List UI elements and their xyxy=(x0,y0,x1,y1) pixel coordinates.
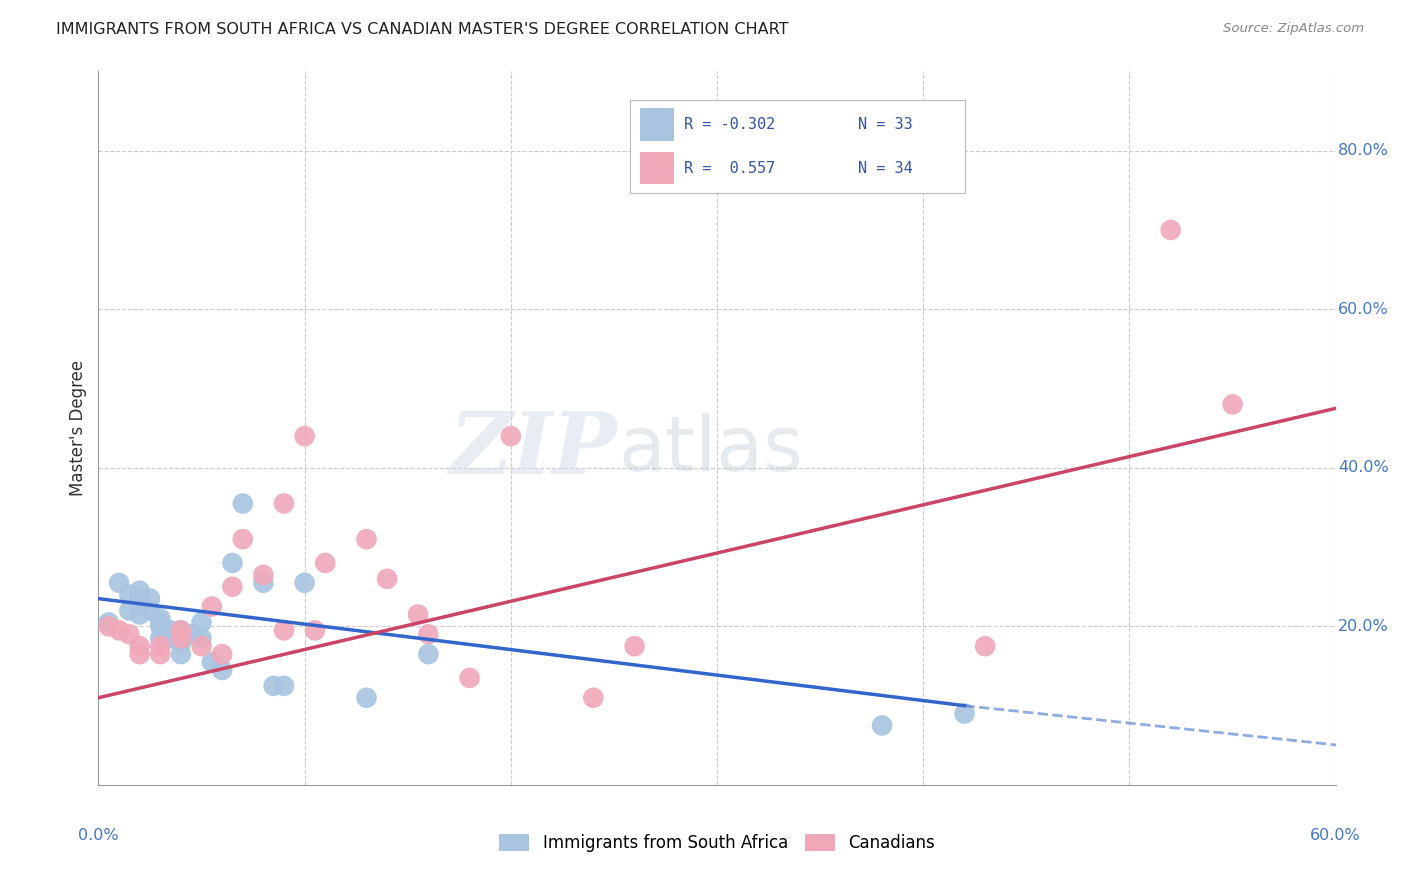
Point xyxy=(304,624,326,638)
Bar xyxy=(641,108,673,141)
Point xyxy=(232,532,254,546)
Point xyxy=(314,556,336,570)
Bar xyxy=(641,152,673,185)
Point xyxy=(118,627,141,641)
Point xyxy=(190,615,212,630)
Point xyxy=(128,607,150,622)
Point xyxy=(211,647,233,661)
Text: ZIP: ZIP xyxy=(450,408,619,491)
Text: Source: ZipAtlas.com: Source: ZipAtlas.com xyxy=(1223,22,1364,36)
Text: 60.0%: 60.0% xyxy=(1310,828,1361,843)
Point xyxy=(294,575,316,590)
Point xyxy=(252,567,274,582)
Point xyxy=(139,603,162,617)
Point xyxy=(170,624,193,638)
Point xyxy=(139,591,162,606)
Point xyxy=(149,647,172,661)
Point xyxy=(418,627,440,641)
Point xyxy=(149,619,172,633)
Point xyxy=(201,655,224,669)
Point xyxy=(356,532,378,546)
Point xyxy=(263,679,285,693)
Point xyxy=(458,671,481,685)
Point xyxy=(149,639,172,653)
Point xyxy=(232,496,254,510)
Point xyxy=(190,639,212,653)
Point xyxy=(375,572,398,586)
Text: R =  0.557: R = 0.557 xyxy=(683,161,775,176)
Point xyxy=(221,556,243,570)
Text: N = 33: N = 33 xyxy=(858,117,912,132)
Point xyxy=(211,663,233,677)
Point xyxy=(273,496,295,510)
Point xyxy=(97,619,120,633)
Point xyxy=(418,647,440,661)
Point xyxy=(128,591,150,606)
Point xyxy=(128,583,150,598)
Point xyxy=(128,639,150,653)
Point xyxy=(149,611,172,625)
Point xyxy=(159,632,181,646)
Point xyxy=(499,429,522,443)
Point xyxy=(953,706,976,721)
Point xyxy=(406,607,429,622)
Text: 40.0%: 40.0% xyxy=(1339,460,1389,475)
Point xyxy=(273,624,295,638)
Text: 0.0%: 0.0% xyxy=(79,828,118,843)
Text: atlas: atlas xyxy=(619,413,803,486)
Point xyxy=(974,639,997,653)
Point xyxy=(582,690,605,705)
Point xyxy=(149,615,172,630)
Text: 60.0%: 60.0% xyxy=(1339,301,1389,317)
Legend: Immigrants from South Africa, Canadians: Immigrants from South Africa, Canadians xyxy=(492,827,942,859)
Point xyxy=(108,624,131,638)
Point xyxy=(170,632,193,646)
Point xyxy=(97,615,120,630)
Text: N = 34: N = 34 xyxy=(858,161,912,176)
Text: IMMIGRANTS FROM SOUTH AFRICA VS CANADIAN MASTER'S DEGREE CORRELATION CHART: IMMIGRANTS FROM SOUTH AFRICA VS CANADIAN… xyxy=(56,22,789,37)
Point xyxy=(356,690,378,705)
Point xyxy=(159,624,181,638)
Point xyxy=(170,647,193,661)
Point xyxy=(128,647,150,661)
Point xyxy=(623,639,645,653)
Text: 20.0%: 20.0% xyxy=(1339,619,1389,634)
Text: R = -0.302: R = -0.302 xyxy=(683,117,775,132)
Point xyxy=(221,580,243,594)
Point xyxy=(170,624,193,638)
Point xyxy=(201,599,224,614)
Text: 80.0%: 80.0% xyxy=(1339,143,1389,158)
Point xyxy=(170,635,193,649)
Point xyxy=(149,632,172,646)
Point xyxy=(273,679,295,693)
Y-axis label: Master's Degree: Master's Degree xyxy=(69,360,87,496)
Point xyxy=(118,603,141,617)
Point xyxy=(118,588,141,602)
Point xyxy=(190,632,212,646)
Point xyxy=(1160,223,1182,237)
Point xyxy=(1222,397,1244,411)
Point xyxy=(252,575,274,590)
Point xyxy=(108,575,131,590)
Point xyxy=(180,627,202,641)
Point xyxy=(870,718,893,732)
Point xyxy=(294,429,316,443)
